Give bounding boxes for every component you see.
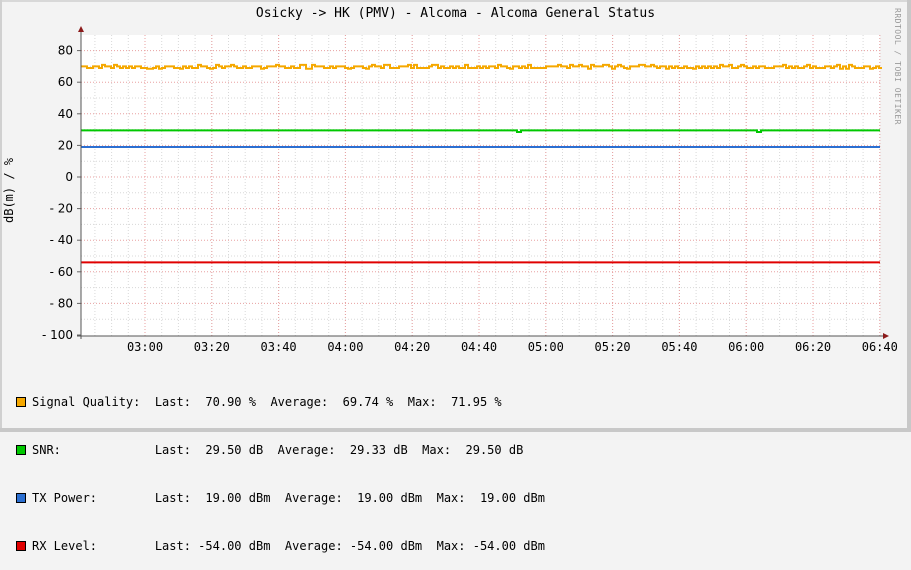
x-tick-label: 03:00: [127, 340, 163, 354]
tx-power-swatch: [16, 493, 26, 503]
plot-area: [81, 35, 880, 336]
legend-max-value: 29.50 dB: [451, 443, 524, 457]
legend-max-value: 19.00 dBm: [465, 491, 545, 505]
legend-last-label: Last:: [154, 395, 191, 409]
legend-last-label: Last:: [154, 491, 191, 505]
legend-label: Signal Quality:: [32, 395, 141, 409]
chart-title: Osicky -> HK (PMV) - Alcoma - Alcoma Gen…: [255, 6, 656, 21]
y-tick-label: - 80: [50, 296, 73, 310]
series-signal-quality-line: [81, 63, 882, 70]
frame-left: [0, 0, 2, 432]
y-tick-label: 0: [65, 170, 73, 184]
rrdtool-watermark: RRDTOOL / TOBI OETIKER: [893, 8, 902, 125]
y-tick-label: - 40: [50, 233, 73, 247]
y-tick-label: 20: [58, 138, 73, 152]
y-tick-label: 40: [58, 107, 73, 121]
legend-last-label: Last:: [154, 539, 191, 553]
x-tick-label: 05:00: [528, 340, 564, 354]
legend-avg-label: Average:: [284, 491, 343, 505]
legend-max-label: Max:: [436, 539, 466, 553]
x-tick-label: 06:00: [728, 340, 764, 354]
legend-avg-value: 29.33 dB: [335, 443, 423, 457]
x-tick-label: 06:20: [795, 340, 831, 354]
legend-max-label: Max:: [422, 443, 452, 457]
legend-avg-value: 19.00 dBm: [342, 491, 437, 505]
legend-last-value: 70.90 %: [190, 395, 271, 409]
series-snr-line: [81, 129, 880, 133]
legend-row-tx-power: TX Power: Last: 19.00 dBm Average: 19.00…: [16, 490, 545, 506]
x-tick-label: 05:20: [595, 340, 631, 354]
legend-max-value: -54.00 dBm: [465, 539, 545, 553]
legend-max-value: 71.95 %: [436, 395, 502, 409]
x-tick-label: 04:00: [327, 340, 363, 354]
legend-max-label: Max:: [407, 395, 437, 409]
frame-top: [0, 0, 911, 2]
legend-row-rx-level: RX Level: Last: -54.00 dBm Average: -54.…: [16, 538, 545, 554]
y-tick-label: 60: [58, 75, 73, 89]
signal-quality-swatch: [16, 397, 26, 407]
chart-plot: 80 60 40 20 0 - 20 - 40 - 60 - 80 - 100 03:00 03:20…: [42, 26, 898, 354]
legend-avg-label: Average:: [270, 395, 329, 409]
legend-last-value: 29.50 dB: [190, 443, 278, 457]
legend-label: SNR:: [32, 443, 141, 457]
y-tick-label: 80: [58, 44, 73, 58]
legend-last-label: Last:: [154, 443, 191, 457]
x-tick-label: 06:40: [862, 340, 898, 354]
x-tick-label: 05:40: [661, 340, 697, 354]
legend-label: TX Power:: [32, 491, 141, 505]
x-tick-label: 03:40: [261, 340, 297, 354]
y-tick-label: - 100: [42, 328, 73, 342]
snr-swatch: [16, 445, 26, 455]
legend-last-value: 19.00 dBm: [190, 491, 285, 505]
frame-border: [0, 0, 911, 432]
legend-avg-label: Average:: [284, 539, 343, 553]
legend-avg-value: -54.00 dBm: [342, 539, 437, 553]
x-tick-label: 03:20: [194, 340, 230, 354]
legend-avg-label: Average:: [277, 443, 336, 457]
legend-avg-value: 69.74 %: [328, 395, 408, 409]
legend-row-signal-quality: Signal Quality: Last: 70.90 % Average: 6…: [16, 394, 545, 410]
legend: Signal Quality: Last: 70.90 % Average: 6…: [16, 362, 545, 570]
y-tick-label: - 20: [50, 202, 73, 216]
x-axis-arrow-icon: [883, 333, 889, 339]
y-axis-arrow-icon: [78, 26, 84, 32]
legend-max-label: Max:: [436, 491, 466, 505]
y-tick-label: - 60: [50, 265, 73, 279]
legend-last-value: -54.00 dBm: [190, 539, 285, 553]
rx-level-swatch: [16, 541, 26, 551]
legend-row-snr: SNR: Last: 29.50 dB Average: 29.33 dB Ma…: [16, 442, 545, 458]
x-tick-label: 04:20: [394, 340, 430, 354]
x-tick-label: 04:40: [461, 340, 497, 354]
legend-label: RX Level:: [32, 539, 141, 553]
